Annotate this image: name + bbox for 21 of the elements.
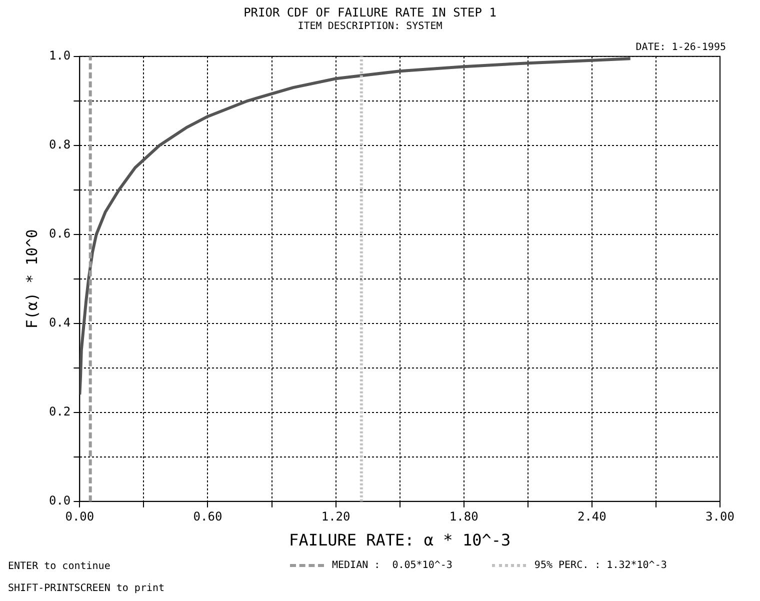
chart-title: PRIOR CDF OF FAILURE RATE IN STEP 1 xyxy=(244,5,496,20)
x-tick-label: 1.80 xyxy=(449,510,478,524)
y-tick-label: 0.6 xyxy=(48,226,71,241)
x-tick-label: 1.20 xyxy=(321,510,350,524)
x-tick-label: 0.00 xyxy=(65,510,94,524)
y-tick-label: 0.8 xyxy=(48,138,71,152)
text: SHIFT-PRINTSCREEN to print xyxy=(8,582,165,596)
x-tick-label: 3.00 xyxy=(706,510,734,524)
x-axis-title: FAILURE RATE: α * 10^-3 xyxy=(289,530,511,550)
chart-subtitle: ITEM DESCRIPTION: SYSTEM xyxy=(298,20,442,32)
x-tick-label: 0.60 xyxy=(193,510,222,524)
y-tick-label: 0.4 xyxy=(48,316,71,330)
legend-label: MEDIAN : 0.05*10^-3 xyxy=(332,560,452,571)
y-axis-title: F(α) * 10^0 xyxy=(22,229,41,329)
text: DATE: 1-26-1995 xyxy=(636,42,726,53)
legend-label: 95% PERC. : 1.32*10^-3 xyxy=(534,560,667,571)
y-tick-label: 1.0 xyxy=(48,48,71,63)
x-tick-label: 2.40 xyxy=(577,510,606,524)
y-tick-label: 0.0 xyxy=(48,494,71,508)
y-tick-label: 0.2 xyxy=(48,404,71,419)
text: ENTER to continue xyxy=(8,560,112,574)
